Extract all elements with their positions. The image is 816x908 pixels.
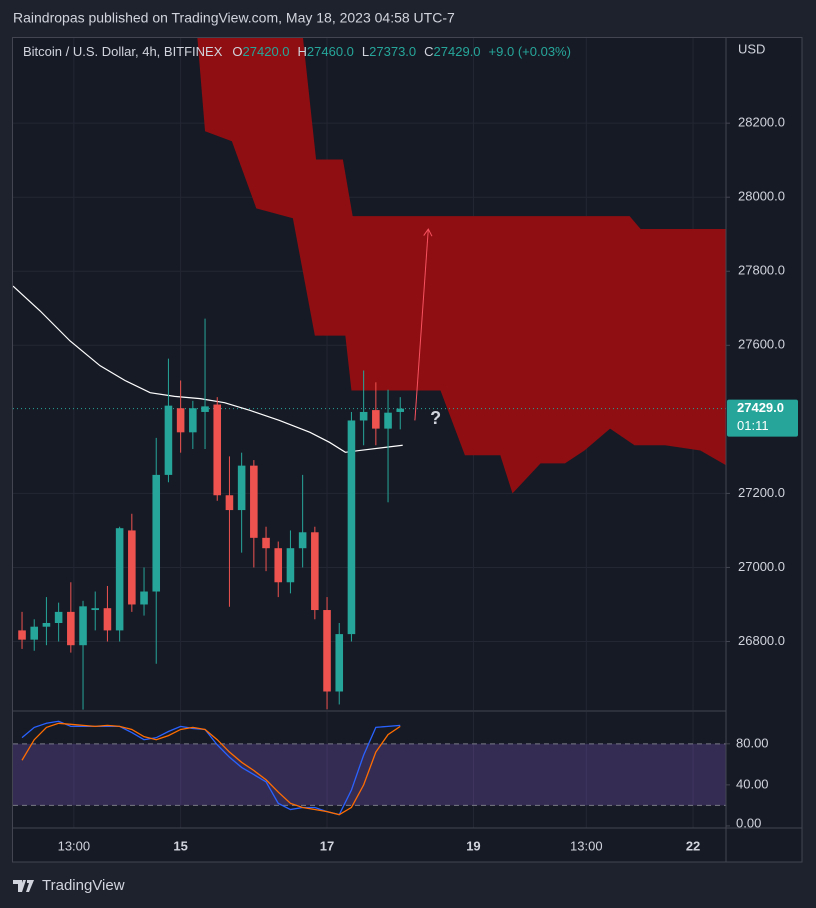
legend-key: H <box>298 44 307 59</box>
candle-body <box>201 406 209 412</box>
legend-value: 27373.0 <box>369 44 416 59</box>
candle-body <box>274 548 283 583</box>
candle-body <box>213 404 222 496</box>
osc-tick-label: 0.00 <box>736 815 761 830</box>
candle-body <box>189 408 197 433</box>
arrow-head <box>423 228 433 237</box>
candle-body <box>396 408 405 412</box>
brand-name: TradingView <box>42 877 125 894</box>
candle-body <box>298 532 307 549</box>
candle-body <box>286 548 295 583</box>
y-tick-label: 26800.0 <box>738 633 785 648</box>
oscillator-line <box>21 722 401 816</box>
legend-key: C <box>424 44 433 59</box>
candle-body <box>372 410 380 429</box>
candle-body <box>54 611 63 623</box>
y-tick-label: 28000.0 <box>738 189 785 204</box>
candle-body <box>42 622 51 627</box>
brand-logo <box>13 880 34 892</box>
last-price-box <box>727 399 798 437</box>
x-tick-label: 17 <box>320 838 334 853</box>
x-tick-label: 22 <box>686 838 700 853</box>
ichimoku-cloud <box>197 38 726 494</box>
legend-key: O <box>232 44 242 59</box>
last-price-label: 27429.0 <box>737 400 784 415</box>
osc-tick-label: 80.00 <box>736 735 769 750</box>
candle-body <box>91 608 100 611</box>
x-tick-label: 19 <box>466 838 480 853</box>
candle-body <box>67 611 75 646</box>
candle-body <box>152 474 161 592</box>
candle-body <box>115 528 124 631</box>
x-tick-label: 13:00 <box>570 838 603 853</box>
y-tick-label: 27200.0 <box>738 485 785 500</box>
chart-area <box>13 37 802 862</box>
x-tick-label: 15 <box>173 838 187 853</box>
candle-body <box>30 626 39 640</box>
legend-change: +9.0 (+0.03%) <box>489 44 571 59</box>
arrow-shaft <box>414 229 429 421</box>
oscillator-band <box>13 743 726 806</box>
price-pane: ? <box>13 38 726 710</box>
moving-average <box>13 285 403 453</box>
axes <box>12 37 803 863</box>
candle-body <box>237 465 246 511</box>
currency-label: USD <box>738 41 765 56</box>
candle-body <box>347 420 356 635</box>
candle-body <box>176 408 185 433</box>
candle-body <box>225 495 234 511</box>
candle-body <box>140 591 148 605</box>
legend-symbol: Bitcoin / U.S. Dollar, 4h, BITFINEX <box>23 44 223 59</box>
annotation: ? <box>430 408 441 428</box>
candle-body <box>359 411 368 421</box>
logo-icon <box>13 880 34 892</box>
legend-value: 27420.0 <box>243 44 290 59</box>
candle-body <box>18 630 26 640</box>
chart-border <box>12 37 803 863</box>
candle-body <box>128 530 136 605</box>
y-tick-label: 28200.0 <box>738 115 785 130</box>
countdown-label: 01:11 <box>737 418 769 433</box>
candle-body <box>323 610 331 692</box>
candle-body <box>250 465 258 538</box>
x-tick-label: 13:00 <box>58 838 91 853</box>
legend-key: L <box>362 44 369 59</box>
candle-body <box>262 537 270 549</box>
y-tick-label: 27600.0 <box>738 337 785 352</box>
legend-value: 27429.0 <box>434 44 481 59</box>
candle-body <box>103 608 112 631</box>
osc-tick-label: 40.00 <box>736 776 769 791</box>
oscillator-pane <box>13 720 726 816</box>
y-tick-label: 27000.0 <box>738 559 785 574</box>
candle-body <box>311 532 319 611</box>
legend: Bitcoin / U.S. Dollar, 4h, BITFINEX O2742… <box>23 44 571 59</box>
candle-body <box>164 405 173 475</box>
legend-value: 27460.0 <box>307 44 354 59</box>
y-tick-label: 27800.0 <box>738 263 785 278</box>
candle-body <box>335 634 344 692</box>
candle-body <box>79 606 87 646</box>
publish-header: Raindropas published on TradingView.com,… <box>13 10 455 26</box>
candle-body <box>384 412 392 429</box>
